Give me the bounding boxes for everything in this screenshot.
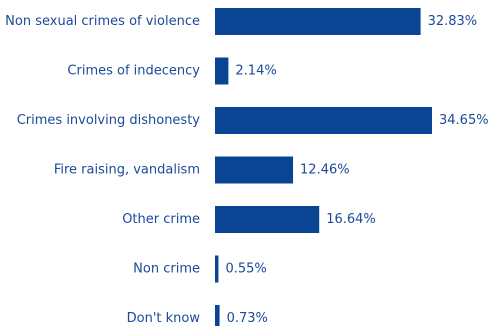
bar bbox=[215, 206, 320, 233]
category-label: Non sexual crimes of violence bbox=[5, 14, 200, 29]
value-label: 16.64% bbox=[326, 212, 376, 227]
category-label: Crimes of indecency bbox=[67, 64, 200, 79]
category-label: Crimes involving dishonesty bbox=[17, 113, 201, 128]
bar bbox=[215, 156, 294, 184]
bar bbox=[215, 255, 219, 283]
bar bbox=[215, 57, 229, 85]
bar bbox=[215, 8, 421, 35]
category-label: Non crime bbox=[133, 262, 200, 277]
value-label: 32.83% bbox=[428, 14, 478, 29]
category-label: Other crime bbox=[122, 212, 200, 227]
value-label: 0.55% bbox=[225, 262, 266, 277]
value-label: 34.65% bbox=[439, 113, 489, 128]
bars-group: Non sexual crimes of violence 32.83% Crime… bbox=[5, 8, 489, 326]
category-label: Fire raising, vandalism bbox=[54, 163, 200, 178]
category-label: Don't know bbox=[127, 311, 201, 326]
value-label: 2.14% bbox=[235, 64, 276, 79]
bar bbox=[215, 305, 220, 326]
bar bbox=[215, 107, 432, 134]
value-label: 12.46% bbox=[300, 163, 350, 178]
value-label: 0.73% bbox=[227, 311, 268, 326]
